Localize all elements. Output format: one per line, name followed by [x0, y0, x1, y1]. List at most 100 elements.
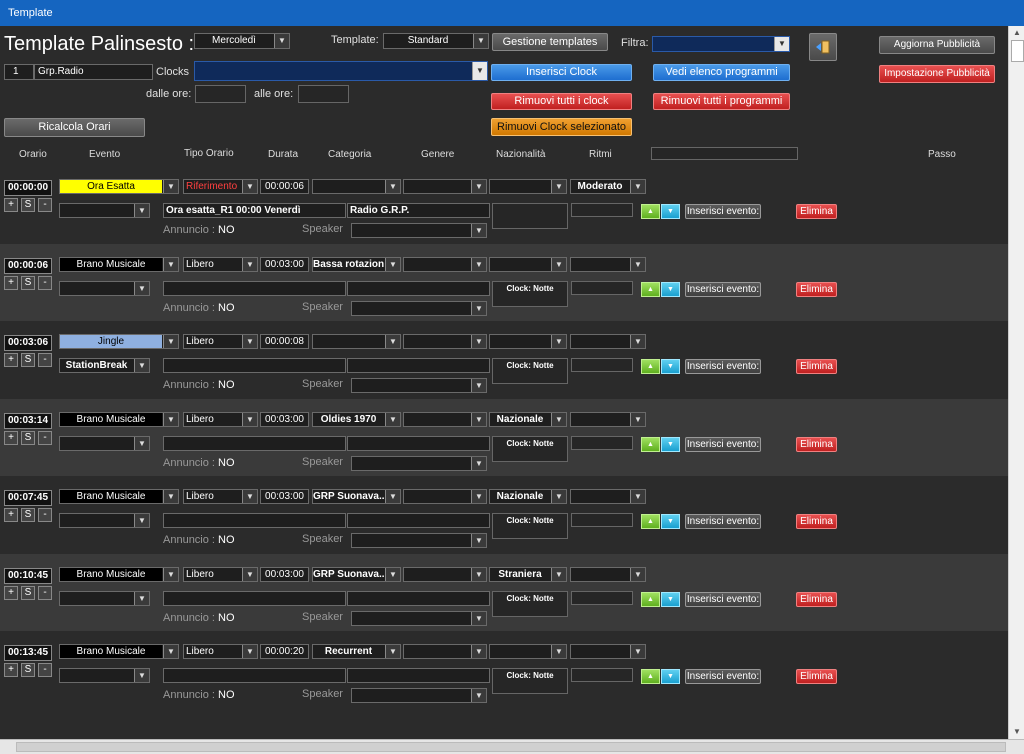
- ricalcola-orari-button[interactable]: Ricalcola Orari: [4, 118, 145, 137]
- tipo-orario-select[interactable]: Libero ▼: [183, 567, 258, 582]
- tipo-orario-select[interactable]: Libero ▼: [183, 257, 258, 272]
- move-up-icon[interactable]: ▲: [641, 669, 660, 684]
- sub-evento-select[interactable]: ▼: [59, 591, 150, 606]
- evento-select[interactable]: Brano Musicale ▼: [59, 412, 179, 427]
- day-select[interactable]: Mercoledì ▼: [194, 33, 290, 49]
- categoria-select[interactable]: Bassa rotazione ▼: [312, 257, 401, 272]
- elimina-button[interactable]: Elimina: [796, 669, 837, 684]
- descrizione-field[interactable]: [163, 513, 346, 528]
- ritmi-select[interactable]: ▼: [570, 412, 646, 427]
- tipo-orario-select[interactable]: Libero ▼: [183, 644, 258, 659]
- ritmi-select[interactable]: ▼: [570, 489, 646, 504]
- nazionalita-select[interactable]: ▼: [489, 257, 567, 272]
- add-button[interactable]: +: [4, 663, 18, 677]
- scroll-up-icon[interactable]: ▲: [1013, 28, 1021, 37]
- inserisci-evento-button[interactable]: Inserisci evento:: [685, 204, 761, 219]
- categoria-select[interactable]: ▼: [312, 179, 401, 194]
- sub-evento-select[interactable]: ▼: [59, 281, 150, 296]
- elimina-button[interactable]: Elimina: [796, 359, 837, 374]
- genere-select[interactable]: ▼: [403, 489, 487, 504]
- inserisci-evento-button[interactable]: Inserisci evento:: [685, 437, 761, 452]
- s-button[interactable]: S: [21, 353, 35, 367]
- remove-button[interactable]: -: [38, 276, 52, 290]
- passo-filter-input[interactable]: [651, 147, 798, 160]
- artista-field[interactable]: [347, 591, 490, 606]
- speaker-select[interactable]: ▼: [351, 223, 487, 238]
- descrizione-field[interactable]: [163, 668, 346, 683]
- evento-select[interactable]: Ora Esatta ▼: [59, 179, 179, 194]
- categoria-select[interactable]: GRP Suonava... ▼: [312, 567, 401, 582]
- durata-field[interactable]: 00:03:00: [260, 489, 309, 504]
- durata-field[interactable]: 00:00:08: [260, 334, 309, 349]
- dalle-ore-input[interactable]: [195, 85, 246, 103]
- sub-evento-select[interactable]: ▼: [59, 668, 150, 683]
- scroll-thumb[interactable]: [1011, 40, 1024, 62]
- genere-select[interactable]: ▼: [403, 257, 487, 272]
- categoria-select[interactable]: Oldies 1970 ▼: [312, 412, 401, 427]
- elimina-button[interactable]: Elimina: [796, 437, 837, 452]
- add-button[interactable]: +: [4, 276, 18, 290]
- s-button[interactable]: S: [21, 586, 35, 600]
- ritmi-select[interactable]: ▼: [570, 334, 646, 349]
- passo-field[interactable]: [571, 281, 633, 295]
- evento-select[interactable]: Jingle ▼: [59, 334, 179, 349]
- nazionalita-select[interactable]: ▼: [489, 179, 567, 194]
- move-up-icon[interactable]: ▲: [641, 514, 660, 529]
- orario-field[interactable]: 00:03:06: [4, 335, 52, 351]
- tipo-orario-select[interactable]: Libero ▼: [183, 412, 258, 427]
- descrizione-field[interactable]: Ora esatta_R1 00:00 Venerdì: [163, 203, 346, 218]
- gestione-templates-button[interactable]: Gestione templates: [492, 33, 608, 51]
- move-down-icon[interactable]: ▼: [661, 669, 680, 684]
- passo-field[interactable]: [571, 436, 633, 450]
- categoria-select[interactable]: GRP Suonava... ▼: [312, 489, 401, 504]
- inserisci-evento-button[interactable]: Inserisci evento:: [685, 592, 761, 607]
- evento-select[interactable]: Brano Musicale ▼: [59, 489, 179, 504]
- orario-field[interactable]: 00:10:45: [4, 568, 52, 584]
- speaker-select[interactable]: ▼: [351, 378, 487, 393]
- genere-select[interactable]: ▼: [403, 334, 487, 349]
- orario-field[interactable]: 00:03:14: [4, 413, 52, 429]
- evento-select[interactable]: Brano Musicale ▼: [59, 567, 179, 582]
- elimina-button[interactable]: Elimina: [796, 514, 837, 529]
- move-up-icon[interactable]: ▲: [641, 437, 660, 452]
- descrizione-field[interactable]: [163, 591, 346, 606]
- descrizione-field[interactable]: [163, 281, 346, 296]
- s-button[interactable]: S: [21, 198, 35, 212]
- template-select[interactable]: Standard ▼: [383, 33, 489, 49]
- add-button[interactable]: +: [4, 431, 18, 445]
- sub-evento-select[interactable]: ▼: [59, 513, 150, 528]
- tipo-orario-select[interactable]: Libero ▼: [183, 334, 258, 349]
- durata-field[interactable]: 00:00:20: [260, 644, 309, 659]
- impostazione-pubblicita-button[interactable]: Impostazione Pubblicità: [879, 65, 995, 83]
- nazionalita-select[interactable]: Nazionale ▼: [489, 489, 567, 504]
- passo-field[interactable]: [571, 203, 633, 217]
- nazionalita-select[interactable]: ▼: [489, 644, 567, 659]
- elimina-button[interactable]: Elimina: [796, 282, 837, 297]
- s-button[interactable]: S: [21, 663, 35, 677]
- genere-select[interactable]: ▼: [403, 412, 487, 427]
- artista-field[interactable]: Radio G.R.P.: [347, 203, 490, 218]
- remove-button[interactable]: -: [38, 353, 52, 367]
- artista-field[interactable]: [347, 436, 490, 451]
- inserisci-evento-button[interactable]: Inserisci evento:: [685, 514, 761, 529]
- move-down-icon[interactable]: ▼: [661, 592, 680, 607]
- remove-button[interactable]: -: [38, 431, 52, 445]
- speaker-select[interactable]: ▼: [351, 456, 487, 471]
- genere-select[interactable]: ▼: [403, 179, 487, 194]
- elimina-button[interactable]: Elimina: [796, 592, 837, 607]
- orario-field[interactable]: 00:00:00: [4, 180, 52, 196]
- orario-field[interactable]: 00:00:06: [4, 258, 52, 274]
- ritmi-select[interactable]: ▼: [570, 567, 646, 582]
- move-up-icon[interactable]: ▲: [641, 282, 660, 297]
- evento-select[interactable]: Brano Musicale ▼: [59, 257, 179, 272]
- add-button[interactable]: +: [4, 353, 18, 367]
- clocks-select[interactable]: ▼: [194, 61, 488, 81]
- group-id-field[interactable]: 1: [4, 64, 34, 80]
- rimuovi-clock-selezionato-button[interactable]: Rimuovi Clock selezionato: [491, 118, 632, 136]
- passo-field[interactable]: [571, 668, 633, 682]
- move-up-icon[interactable]: ▲: [641, 204, 660, 219]
- move-down-icon[interactable]: ▼: [661, 437, 680, 452]
- rimuovi-tutti-clock-button[interactable]: Rimuovi tutti i clock: [491, 93, 632, 110]
- ritmi-select[interactable]: Moderato ▼: [570, 179, 646, 194]
- remove-button[interactable]: -: [38, 508, 52, 522]
